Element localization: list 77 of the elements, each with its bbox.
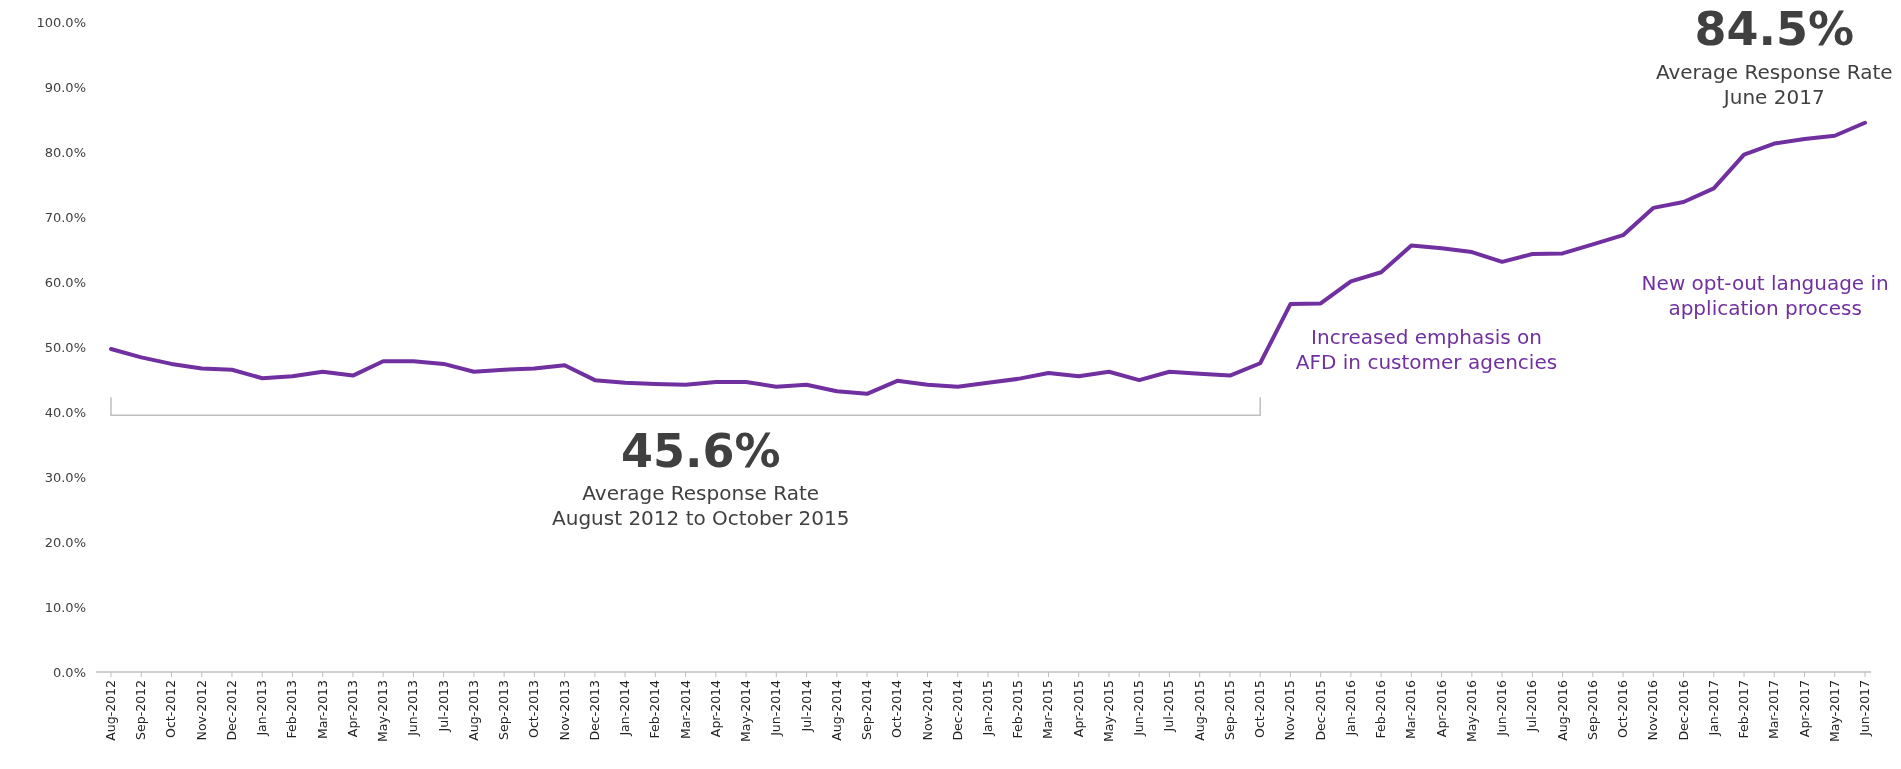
x-tick-label: Apr-2013 [344, 680, 360, 738]
x-tick-label: Jun-2013 [405, 680, 421, 737]
x-tick-label: Mar-2015 [1040, 680, 1056, 740]
annotation: 45.6% [620, 424, 781, 479]
x-tick-label: Feb-2013 [284, 680, 300, 739]
y-tick-label: 80.0% [44, 144, 86, 160]
x-tick-label: Aug-2014 [828, 679, 844, 741]
x-tick-label: May-2013 [375, 680, 391, 742]
x-tick-label: Jul-2015 [1161, 680, 1177, 733]
x-tick-label: Nov-2012 [193, 680, 209, 741]
x-tick-label: Nov-2016 [1645, 679, 1661, 741]
x-tick-label: Nov-2014 [919, 679, 935, 741]
line-series [109, 120, 1867, 396]
x-tick-label: Jun-2015 [1131, 680, 1147, 737]
x-tick-label: Jan-2013 [254, 680, 270, 737]
x-tick-label: Sep-2013 [496, 680, 512, 740]
y-tick-label: 40.0% [44, 404, 86, 420]
x-tick-label: Dec-2014 [949, 679, 965, 741]
x-tick-label: May-2016 [1463, 679, 1479, 742]
x-tick-label: Jul-2013 [435, 680, 451, 733]
x-tick-label: Aug-2012 [103, 680, 118, 741]
x-tick-label: Sep-2014 [859, 679, 875, 740]
x-tick-label: Feb-2015 [1010, 680, 1026, 739]
x-tick-label: Sep-2012 [133, 680, 149, 740]
annotation: 84.5% [1694, 1, 1855, 56]
x-tick-label: Aug-2016 [1554, 679, 1570, 741]
x-tick-label: Nov-2015 [1282, 680, 1298, 741]
x-tick-label: Apr-2017 [1796, 680, 1812, 738]
x-tick-label: Jun-2017 [1857, 680, 1872, 737]
y-tick-label: 30.0% [44, 469, 86, 485]
x-tick-label: Feb-2016 [1373, 679, 1389, 739]
x-tick-label: Jun-2014 [768, 679, 784, 737]
annotation: Increased emphasis on AFD in customer agencies [1295, 324, 1558, 374]
x-tick-label: Dec-2015 [1312, 680, 1328, 741]
x-tick-label: Jul-2014 [798, 679, 814, 733]
x-tick-label: Jan-2016 [1342, 679, 1358, 737]
x-tick-label: Dec-2013 [586, 680, 602, 741]
x-tick-label: Feb-2017 [1736, 680, 1752, 739]
x-tick-label: May-2017 [1826, 680, 1842, 742]
annotation: Average Response Rate June 2017 [1655, 59, 1893, 109]
x-tick-label: Sep-2016 [1584, 679, 1600, 740]
x-tick-label: Mar-2017 [1766, 680, 1782, 740]
annotation: New opt-out language in application process [1641, 270, 1889, 320]
x-tick-label: Jan-2015 [980, 680, 995, 737]
x-tick-label: Apr-2014 [707, 679, 723, 738]
x-tick-label: Mar-2014 [677, 679, 693, 740]
y-tick-label: 50.0% [44, 339, 86, 355]
y-tick-label: 70.0% [44, 209, 86, 225]
x-tick-label: Mar-2016 [1403, 679, 1419, 740]
x-tick-label: Aug-2013 [465, 680, 481, 741]
x-tick-label: Mar-2013 [314, 680, 330, 740]
x-tick-label: May-2015 [1100, 680, 1116, 742]
x-tick-label: Oct-2015 [1252, 680, 1268, 738]
x-tick-label: Dec-2012 [223, 680, 239, 741]
x-tick-label: Aug-2015 [1191, 680, 1207, 741]
y-tick-label: 0.0% [52, 664, 86, 680]
y-tick-label: 10.0% [44, 599, 86, 615]
y-tick-label: 20.0% [44, 534, 86, 550]
x-tick-label: Jan-2017 [1705, 680, 1721, 737]
x-tick-label: Dec-2016 [1675, 679, 1691, 741]
x-tick-label: Feb-2014 [647, 679, 663, 739]
x-tick-label: Oct-2016 [1615, 679, 1631, 738]
x-tick-label: Jul-2016 [1524, 679, 1540, 733]
x-tick-label: Oct-2013 [526, 680, 542, 738]
annotation: Average Response Rate August 2012 to October 2015 [552, 480, 850, 530]
y-tick-label: 60.0% [44, 274, 86, 290]
y-tick-label: 90.0% [44, 79, 86, 95]
x-tick-label: May-2014 [738, 679, 754, 742]
y-tick-label: 100.0% [36, 14, 86, 30]
x-tick-label: Oct-2012 [163, 680, 179, 738]
x-tick-label: Jun-2016 [1494, 679, 1510, 737]
x-tick-label: Sep-2015 [1221, 680, 1237, 740]
x-tick-label: Apr-2015 [1070, 680, 1086, 738]
x-tick-label: Jan-2014 [617, 679, 633, 737]
x-tick-label: Apr-2016 [1433, 679, 1449, 738]
x-tick-label: Oct-2014 [889, 679, 905, 738]
x-tick-label: Nov-2013 [556, 680, 572, 741]
